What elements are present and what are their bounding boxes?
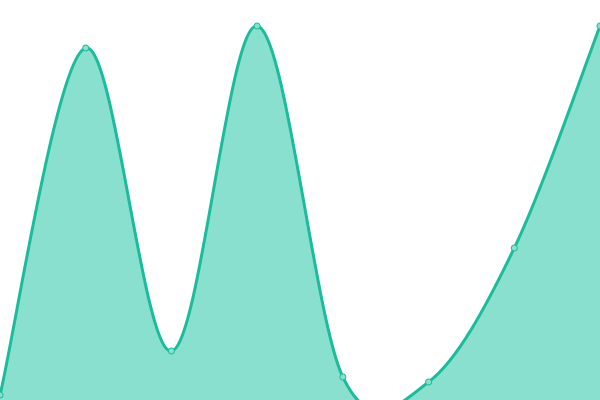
data-point-5 bbox=[425, 378, 433, 386]
data-point-4 bbox=[339, 373, 347, 381]
data-point-6 bbox=[510, 244, 518, 252]
data-point-2 bbox=[167, 347, 175, 355]
data-point-1 bbox=[82, 44, 90, 52]
data-point-3 bbox=[253, 22, 261, 30]
data-point-7 bbox=[596, 22, 600, 30]
data-points bbox=[0, 22, 600, 399]
area-fill bbox=[0, 25, 600, 400]
data-point-0 bbox=[0, 391, 4, 399]
